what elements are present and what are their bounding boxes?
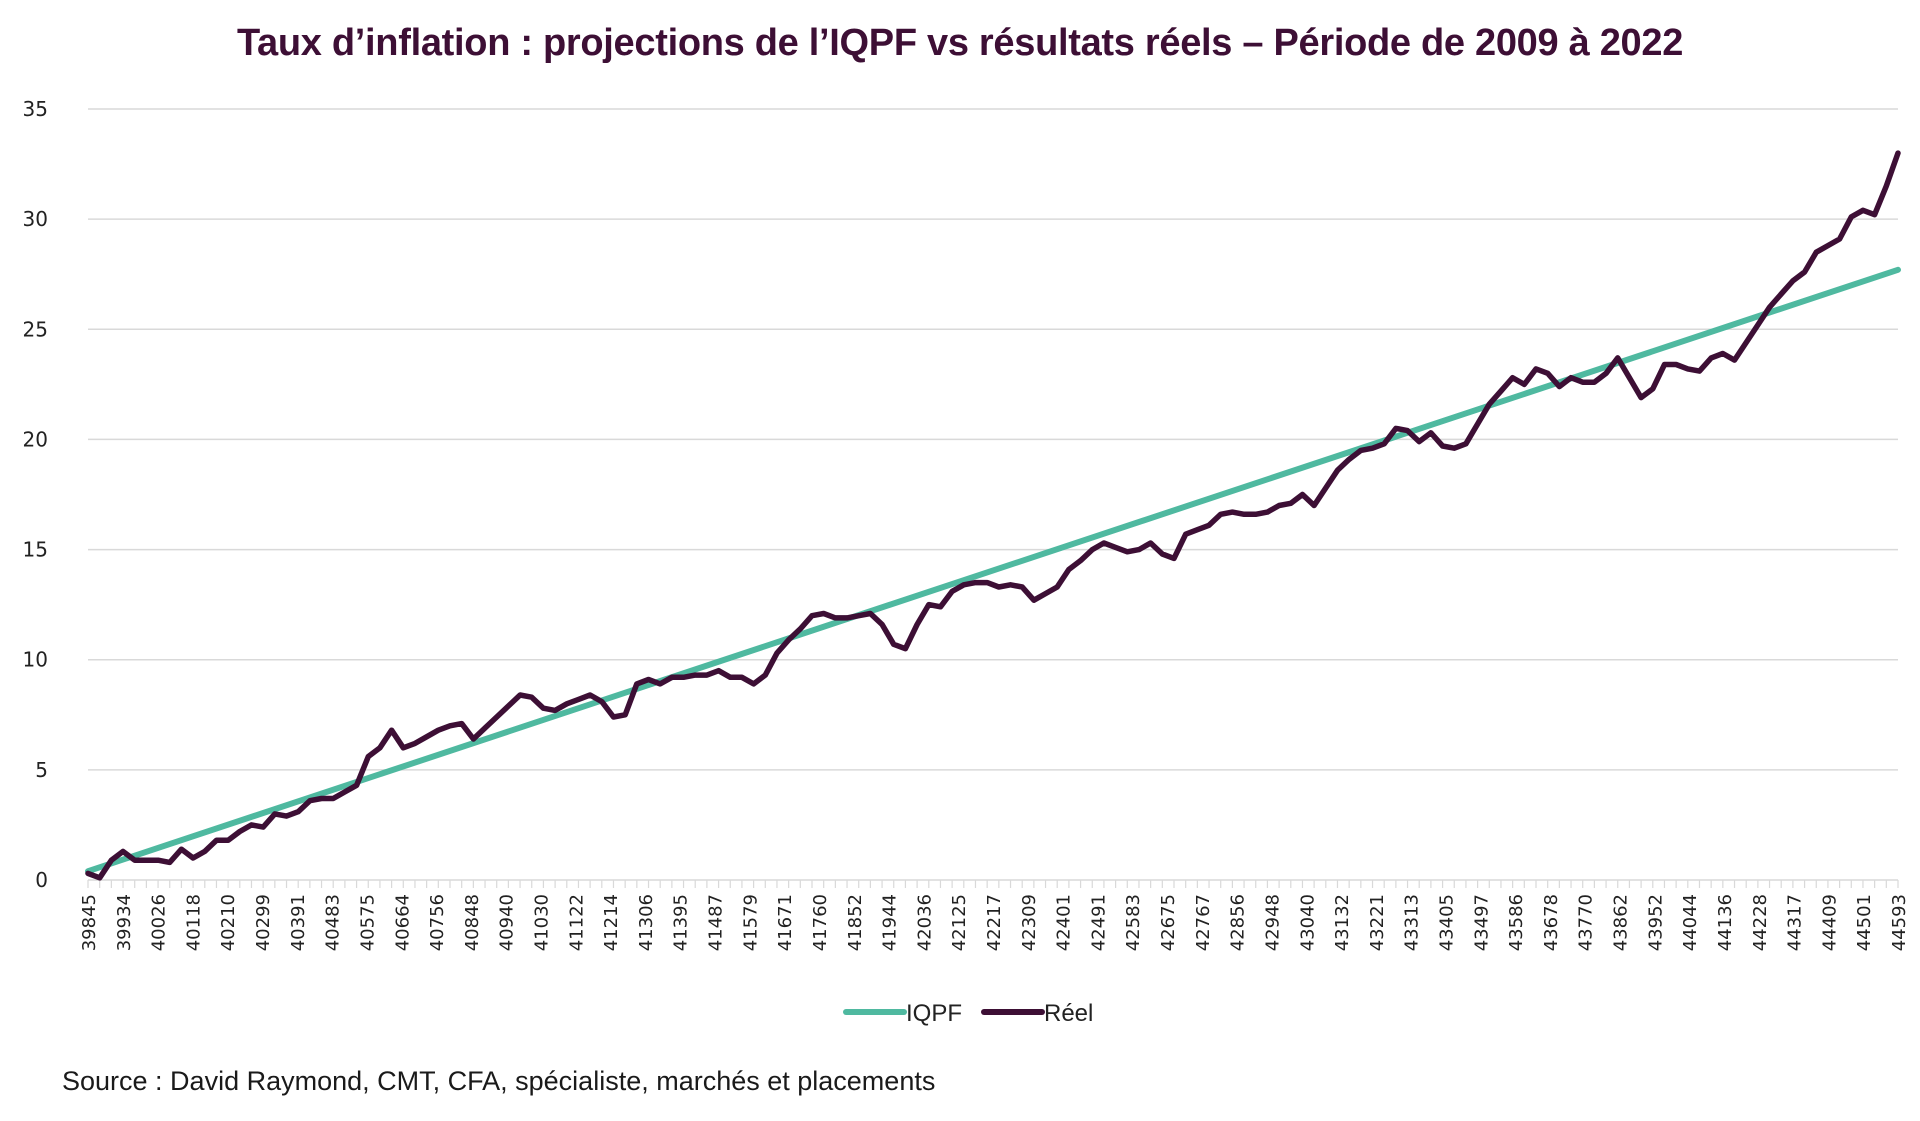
x-axis: 39845 39934 40026 40118 40210 40299 40391 40483… (79, 879, 1910, 951)
y-tick-label: 20 (23, 427, 48, 451)
x-tick-label: 39934 (114, 894, 135, 951)
y-tick-label: 25 (23, 317, 48, 341)
x-tick-label: 42036 (914, 894, 935, 951)
x-tick-label: 43313 (1402, 894, 1423, 951)
x-tick-label: 44501 (1854, 894, 1875, 951)
x-tick-label: 42948 (1262, 894, 1283, 951)
x-tick-label: 43221 (1367, 894, 1388, 951)
x-tick-label: 41214 (601, 894, 622, 951)
x-tick-label: 43405 (1437, 894, 1458, 951)
legend-label: Réel (1044, 1000, 1093, 1027)
y-tick-label: 0 (35, 868, 48, 892)
x-tick-label: 42217 (984, 894, 1005, 951)
x-tick-label: 39845 (79, 894, 100, 951)
x-tick-label: 43132 (1332, 894, 1353, 951)
x-tick-label: 42491 (1088, 894, 1109, 951)
x-tick-label: 43497 (1471, 894, 1492, 951)
y-tick-label: 15 (23, 538, 48, 562)
x-tick-label: 41944 (880, 894, 901, 951)
x-tick-label: 44317 (1785, 894, 1806, 951)
x-tick-label: 40848 (462, 894, 483, 951)
x-tick-label: 42767 (1193, 894, 1214, 951)
x-tick-label: 40210 (218, 894, 239, 951)
x-tick-label: 40483 (323, 894, 344, 951)
x-tick-label: 43952 (1645, 894, 1666, 951)
x-tick-label: 40940 (497, 894, 518, 951)
x-tick-label: 44409 (1819, 894, 1840, 951)
x-tick-label: 40299 (253, 894, 274, 951)
x-tick-label: 43862 (1611, 894, 1632, 951)
y-tick-label: 10 (23, 648, 48, 672)
legend: IQPF Réel (843, 1000, 1093, 1027)
legend-item-iqpf: IQPF (843, 1000, 962, 1027)
x-tick-label: 40118 (183, 894, 204, 951)
legend-label: IQPF (906, 1000, 962, 1027)
x-tick-label: 44593 (1889, 894, 1910, 951)
chart-title: Taux d’inflation : projections de l’IQPF… (236, 22, 1684, 64)
x-tick-label: 43770 (1576, 894, 1597, 951)
x-tick-label: 41760 (810, 894, 831, 951)
x-tick-label: 42125 (949, 894, 970, 951)
x-tick-label: 43586 (1506, 894, 1527, 951)
x-tick-label: 41671 (775, 894, 796, 951)
x-tick-label: 40391 (288, 894, 309, 951)
x-tick-label: 43040 (1297, 894, 1318, 951)
x-tick-label: 40664 (392, 894, 413, 951)
series-lines (85, 150, 1901, 881)
series-line-iqpf (85, 266, 1901, 875)
x-tick-label: 42856 (1228, 894, 1249, 951)
x-tick-label: 44228 (1750, 894, 1771, 951)
x-tick-label: 41030 (532, 894, 553, 951)
legend-item-reel: Réel (981, 1000, 1093, 1027)
x-tick-label: 40756 (427, 894, 448, 951)
x-tick-label: 42583 (1123, 894, 1144, 951)
x-tick-label: 41306 (636, 894, 657, 951)
series-line-reel (85, 150, 1901, 881)
x-tick-label: 41487 (706, 894, 727, 951)
y-tick-label: 35 (23, 97, 48, 121)
y-axis-ticks: 0 5 10 15 20 25 30 35 (23, 97, 48, 892)
x-tick-label: 40575 (357, 894, 378, 951)
source-note: Source : David Raymond, CMT, CFA, spécia… (62, 1066, 936, 1096)
y-tick-label: 5 (35, 758, 48, 782)
x-tick-label: 41579 (740, 894, 761, 951)
x-tick-label: 41395 (671, 894, 692, 951)
gridlines (88, 108, 1898, 771)
y-tick-label: 30 (23, 207, 48, 231)
x-tick-label: 40026 (149, 894, 170, 951)
x-tick-label: 42309 (1019, 894, 1040, 951)
x-tick-label: 44044 (1680, 894, 1701, 951)
x-tick-label: 44136 (1715, 894, 1736, 951)
x-tick-label: 43678 (1541, 894, 1562, 951)
x-tick-label: 42675 (1158, 894, 1179, 951)
x-tick-label: 41122 (566, 894, 587, 951)
x-tick-label: 42401 (1054, 894, 1075, 951)
x-tick-label: 41852 (845, 894, 866, 951)
